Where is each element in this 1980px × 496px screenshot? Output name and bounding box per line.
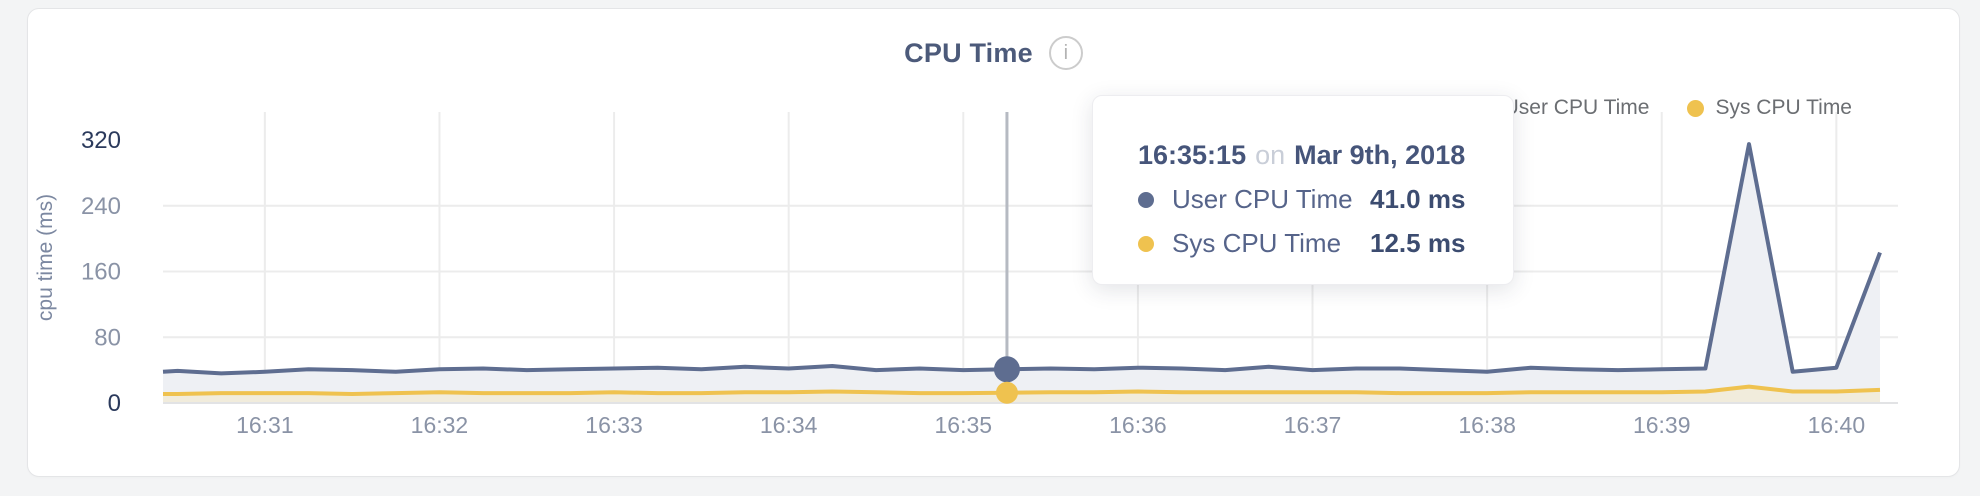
tooltip-heading: 16:35:15 on Mar 9th, 2018 bbox=[1138, 140, 1479, 171]
sys-series-dot-icon bbox=[1687, 99, 1705, 117]
hover-point-sys bbox=[995, 381, 1018, 404]
x-tick-label: 16:34 bbox=[760, 412, 818, 438]
x-tick-label: 16:39 bbox=[1633, 412, 1691, 438]
legend: User CPU Time Sys CPU Time bbox=[1475, 96, 1852, 120]
user-cpu-area bbox=[163, 144, 1880, 403]
y-tick-label: 0 bbox=[108, 390, 121, 417]
legend-item-sys-cpu-time[interactable]: Sys CPU Time bbox=[1687, 96, 1852, 120]
tooltip-time: 16:35:15 bbox=[1138, 140, 1247, 170]
y-tick-label: 160 bbox=[81, 259, 121, 286]
legend-label: User CPU Time bbox=[1503, 96, 1650, 119]
tooltip-series-label: Sys CPU Time bbox=[1172, 228, 1342, 258]
page-title: CPU Time bbox=[904, 37, 1033, 68]
x-tick-label: 16:40 bbox=[1808, 412, 1866, 438]
y-tick-label: 80 bbox=[94, 324, 121, 351]
x-tick-label: 16:32 bbox=[411, 412, 469, 438]
y-tick-label: 320 bbox=[81, 127, 121, 154]
x-tick-label: 16:33 bbox=[585, 412, 643, 438]
user-series-dot-icon bbox=[1138, 191, 1154, 208]
info-icon[interactable]: i bbox=[1048, 36, 1083, 70]
x-tick-label: 16:38 bbox=[1458, 412, 1516, 438]
y-tick-label: 240 bbox=[81, 193, 121, 220]
tooltip-conjunction: on bbox=[1255, 140, 1286, 170]
tooltip-series-value: 41.0 ms bbox=[1370, 184, 1466, 214]
hover-tooltip: 16:35:15 on Mar 9th, 2018 User CPU Time 41… bbox=[1092, 95, 1514, 285]
tooltip-date: Mar 9th, 2018 bbox=[1294, 140, 1466, 170]
x-tick-label: 16:35 bbox=[935, 412, 993, 438]
sys-cpu-area bbox=[163, 386, 1880, 403]
sys-series-dot-icon bbox=[1138, 235, 1154, 252]
x-tick-label: 16:36 bbox=[1109, 412, 1167, 438]
x-tick-label: 16:31 bbox=[236, 412, 294, 438]
legend-label: Sys CPU Time bbox=[1715, 96, 1852, 119]
tooltip-series-value: 12.5 ms bbox=[1370, 228, 1466, 258]
hover-point-user bbox=[993, 356, 1020, 383]
tooltip-row-user: User CPU Time 41.0 ms bbox=[1138, 184, 1479, 215]
user-cpu-line bbox=[162, 142, 1882, 376]
chart-header: CPU Time i bbox=[27, 36, 1960, 70]
y-axis-title: cpu time (ms) bbox=[34, 194, 57, 321]
x-tick-label: 16:37 bbox=[1284, 412, 1342, 438]
tooltip-row-sys: Sys CPU Time 12.5 ms bbox=[1138, 228, 1479, 259]
tooltip-series-label: User CPU Time bbox=[1172, 184, 1353, 214]
